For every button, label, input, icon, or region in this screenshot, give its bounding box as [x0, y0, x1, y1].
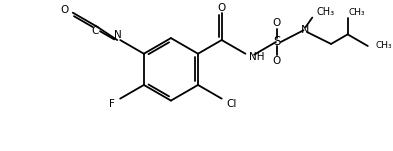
Text: O: O	[273, 18, 281, 28]
Text: S: S	[273, 35, 281, 48]
Text: N: N	[301, 25, 310, 35]
Text: O: O	[61, 5, 69, 15]
Text: C: C	[92, 26, 99, 36]
Text: CH₃: CH₃	[349, 8, 365, 17]
Text: CH₃: CH₃	[316, 7, 334, 17]
Text: O: O	[273, 56, 281, 66]
Text: CH₃: CH₃	[376, 42, 392, 50]
Text: F: F	[109, 99, 115, 109]
Text: O: O	[218, 3, 226, 13]
Text: NH: NH	[249, 52, 265, 62]
Text: Cl: Cl	[227, 99, 237, 109]
Text: N: N	[114, 30, 122, 40]
